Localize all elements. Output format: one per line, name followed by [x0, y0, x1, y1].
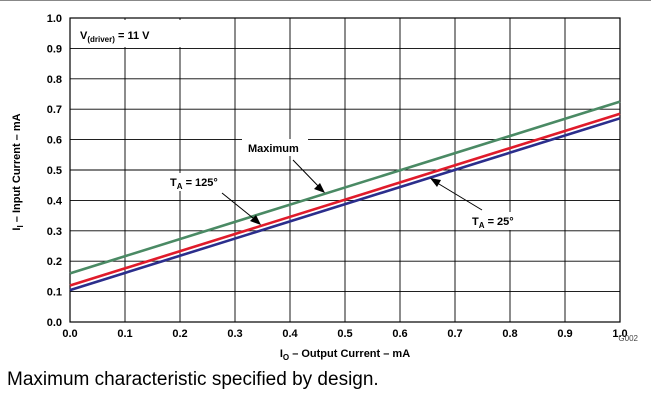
t125-arrow	[221, 192, 259, 223]
y-tick-label: 0.4	[47, 195, 63, 207]
t25-label: TA = 25°	[472, 216, 514, 230]
tick-labels: 0.0 0.1 0.2 0.3 0.4 0.5 0.6 0.7 0.8 0.9 1.0 0.0 0.1 0…	[47, 13, 628, 340]
x-tick-label: 0.8	[502, 328, 517, 340]
t25-arrow	[433, 180, 483, 211]
maximum-label-bg	[242, 139, 308, 156]
y-tick-label: 0.0	[47, 317, 62, 329]
input-current-chart: 0.0 0.1 0.2 0.3 0.4 0.5 0.6 0.7 0.8 0.9 1.0 0.0 0.1 0…	[11, 13, 639, 362]
x-tick-label: 0.0	[62, 328, 77, 340]
y-tick-label: 0.3	[47, 226, 62, 238]
y-axis-title: II – Input Current – mA	[11, 113, 25, 230]
y-tick-label: 0.6	[47, 135, 62, 147]
y-tick-label: 0.8	[47, 74, 62, 86]
series-line-maximum	[69, 100, 621, 275]
x-tick-label: 1.0	[612, 328, 627, 340]
x-tick-label: 0.5	[337, 328, 352, 340]
condition-box	[72, 20, 218, 47]
plot-frame	[69, 17, 621, 323]
t25-label-bg	[468, 212, 526, 230]
x-tick-label: 0.1	[117, 328, 132, 340]
x-tick-label: 0.2	[172, 328, 187, 340]
y-tick-label: 0.1	[47, 287, 62, 299]
y-tick-label: 1.0	[47, 13, 62, 25]
top-rule	[0, 0, 651, 1]
x-tick-label: 0.6	[392, 328, 407, 340]
condition-label: V(driver) = 11 V	[80, 30, 150, 44]
maximum-arrowhead	[314, 183, 325, 193]
series-line-ta-25	[69, 117, 621, 292]
y-tick-label: 0.9	[47, 43, 62, 55]
x-tick-label: 0.7	[447, 328, 462, 340]
series-line-ta-125	[69, 112, 621, 287]
t125-label-bg	[166, 173, 230, 191]
maximum-label: Maximum	[248, 143, 299, 155]
figure-caption: Maximum characteristic specified by desi…	[7, 369, 379, 390]
x-axis-title: IO – Output Current – mA	[280, 348, 410, 362]
y-tick-label: 0.5	[47, 165, 62, 177]
x-tick-label: 0.3	[227, 328, 242, 340]
t125-arrowhead	[250, 215, 261, 225]
y-tick-label: 0.7	[47, 104, 62, 116]
t125-label: TA = 125°	[170, 177, 218, 191]
grid	[70, 18, 620, 322]
x-tick-label: 0.9	[557, 328, 572, 340]
maximum-arrow	[292, 159, 323, 191]
x-tick-label: 0.4	[282, 328, 298, 340]
figure-code: G002	[618, 334, 638, 343]
series-lines	[69, 100, 621, 292]
t25-arrowhead	[430, 178, 441, 187]
y-tick-label: 0.2	[47, 256, 62, 268]
